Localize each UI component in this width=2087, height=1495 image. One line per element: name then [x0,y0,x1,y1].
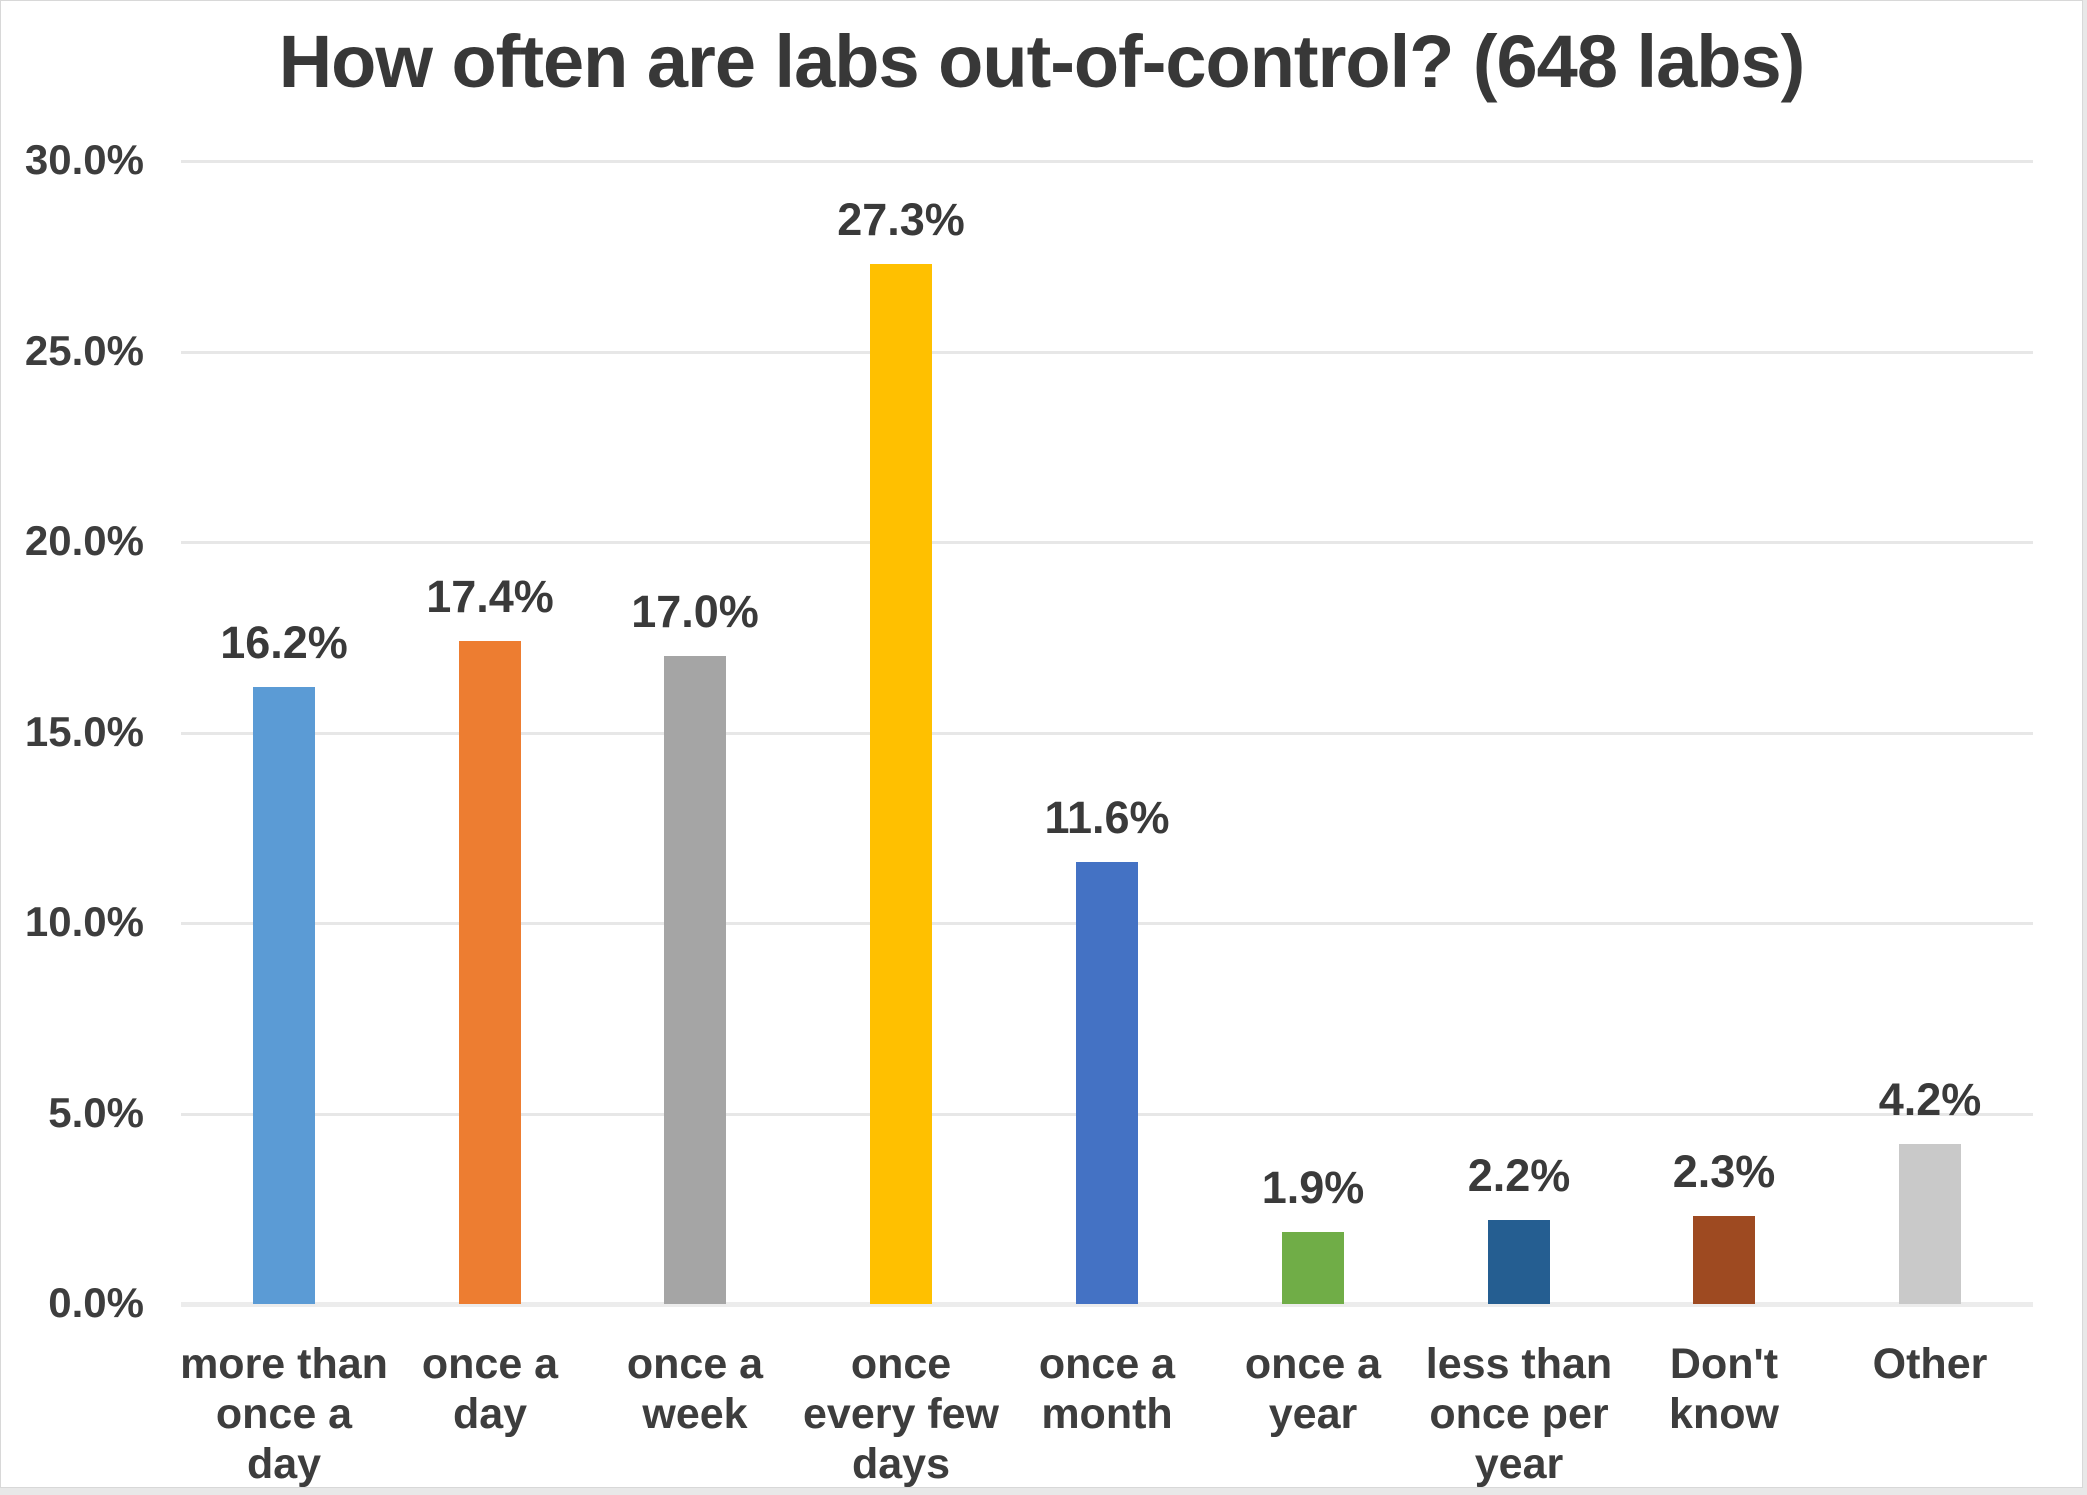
bar-value-label: 17.0% [631,586,759,637]
bar [459,641,521,1304]
y-gridline [181,541,2033,544]
y-axis-tick-label: 5.0% [48,1089,144,1136]
y-axis-tick-label: 30.0% [24,136,144,183]
bar [1899,1144,1961,1304]
bar-value-label: 16.2% [220,617,348,668]
x-axis-category-label: once a month [1038,1340,1176,1438]
x-axis-category-label: once every few days [802,1340,1000,1488]
x-axis-category-label: more than once a day [180,1340,388,1488]
bar [1076,862,1138,1304]
bar [253,687,315,1304]
y-axis-tick-label: 0.0% [48,1279,144,1326]
y-axis-tick-label: 15.0% [24,708,144,755]
bar [1488,1220,1550,1304]
x-axis-category-label: Don't know [1669,1340,1779,1438]
x-axis-line [181,1302,2033,1307]
bar-value-label: 27.3% [837,194,965,245]
chart-title: How often are labs out-of-control? (648 … [278,20,1806,103]
x-axis-category-label: once a week [626,1340,764,1438]
bar-value-label: 11.6% [1044,792,1170,843]
bar-value-label: 2.2% [1467,1150,1571,1201]
y-gridline [181,160,2033,163]
x-axis-category-label: once a year [1244,1340,1382,1438]
bar [1282,1232,1344,1304]
bar [1693,1216,1755,1304]
bar-value-label: 4.2% [1878,1074,1982,1125]
bar-value-label: 1.9% [1261,1162,1365,1213]
x-axis-category-label: Other [1872,1340,1988,1388]
y-axis-tick-label: 20.0% [24,517,144,564]
x-axis-category-label: once a day [421,1340,559,1438]
y-axis-tick-label: 25.0% [24,327,144,374]
y-axis-tick-label: 10.0% [24,898,144,945]
bar-value-label: 17.4% [426,571,554,622]
bar [870,264,932,1304]
x-axis-category-label: less than once per year [1425,1340,1613,1488]
bar [664,656,726,1304]
y-gridline [181,732,2033,735]
bar-value-label: 2.3% [1672,1146,1776,1197]
y-gridline [181,351,2033,354]
